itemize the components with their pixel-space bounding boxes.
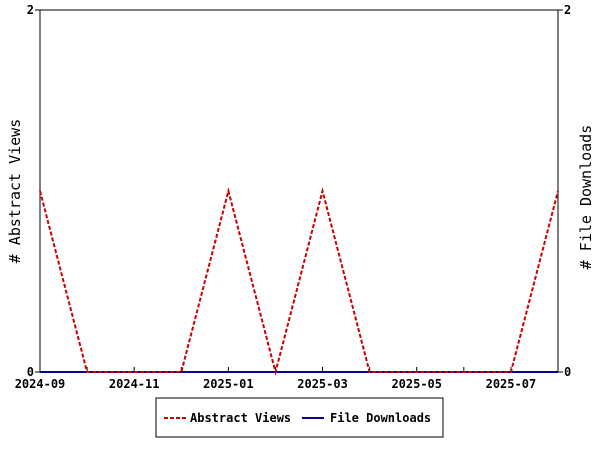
x-tick-label: 2025-05 bbox=[391, 377, 442, 391]
x-tick-label: 2025-07 bbox=[486, 377, 537, 391]
x-tick-label: 2024-09 bbox=[15, 377, 66, 391]
y-axis-left: 02 bbox=[27, 3, 40, 379]
x-axis: 2024-09 2024-11 2025-01 2025-03 2025-05 2025-… bbox=[15, 367, 559, 391]
x-tick-label: 2024-11 bbox=[109, 377, 160, 391]
y-tick-label: 2 bbox=[27, 3, 34, 17]
y2-axis-title: # File Downloads bbox=[577, 125, 595, 270]
y-axis-right: 02 bbox=[558, 3, 571, 379]
y2-tick-label: 0 bbox=[564, 365, 571, 379]
x-tick-label: 2025-01 bbox=[203, 377, 254, 391]
legend: Abstract Views File Downloads bbox=[155, 397, 444, 438]
y-tick-label: 0 bbox=[27, 365, 34, 379]
series-layer bbox=[39, 187, 559, 376]
y-axis-title: # Abstract Views bbox=[6, 119, 24, 264]
legend-label-file-downloads: File Downloads bbox=[330, 411, 431, 425]
legend-box bbox=[155, 397, 444, 438]
x-tick-label: 2025-03 bbox=[297, 377, 348, 391]
y2-tick-label: 2 bbox=[564, 3, 571, 17]
legend-label-abstract-views: Abstract Views bbox=[190, 411, 291, 425]
series-line-abstract-views bbox=[39, 187, 559, 376]
plot-area bbox=[39, 9, 559, 373]
